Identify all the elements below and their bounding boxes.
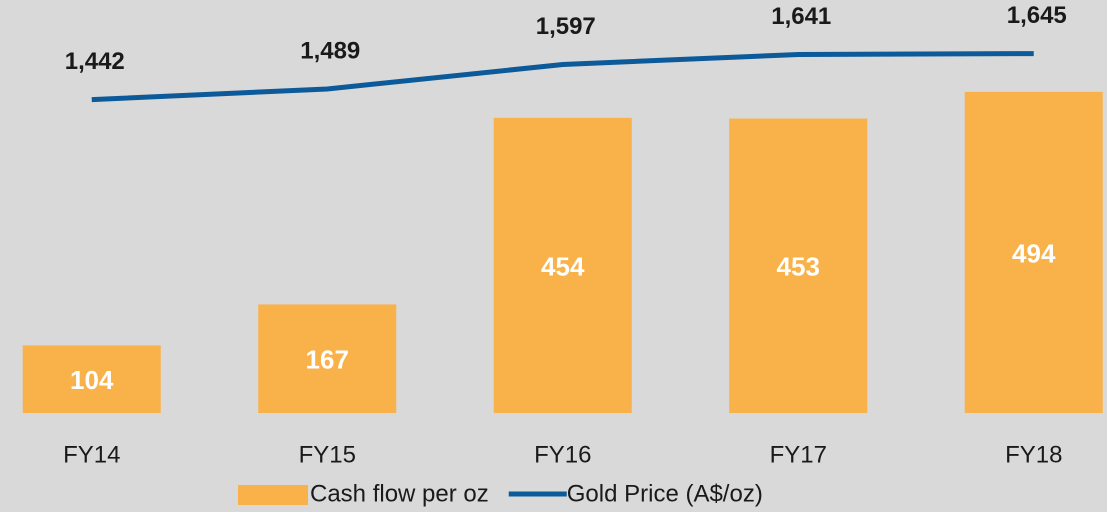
- x-tick-label: FY16: [534, 441, 591, 468]
- bar: [729, 118, 868, 414]
- line-value-label: 1,442: [65, 48, 125, 75]
- line-value-label: 1,645: [1007, 2, 1067, 29]
- bar: [22, 345, 161, 413]
- bar-value-label: 453: [777, 252, 820, 282]
- bar-value-label: 104: [70, 365, 114, 395]
- line-value-label: 1,597: [536, 13, 596, 40]
- legend-swatch: [238, 485, 308, 505]
- bar: [493, 117, 632, 414]
- x-tick-label: FY14: [63, 441, 120, 468]
- line: [91, 51, 1034, 103]
- bar-value-label: 454: [541, 251, 585, 281]
- x-tick-label: FY18: [1005, 441, 1062, 468]
- line-value-label: 1,641: [771, 3, 831, 30]
- bar: [258, 304, 397, 413]
- x-tick-label: FY17: [770, 441, 827, 468]
- bar-value-label: 167: [306, 345, 349, 375]
- line-value-label: 1,489: [300, 37, 360, 64]
- x-tick-label: FY15: [299, 441, 356, 468]
- legend-label: Gold Price (A$/oz): [567, 480, 763, 507]
- bar-value-label: 494: [1012, 238, 1056, 268]
- legend-label: Cash flow per oz: [310, 480, 489, 507]
- bar: [964, 91, 1103, 414]
